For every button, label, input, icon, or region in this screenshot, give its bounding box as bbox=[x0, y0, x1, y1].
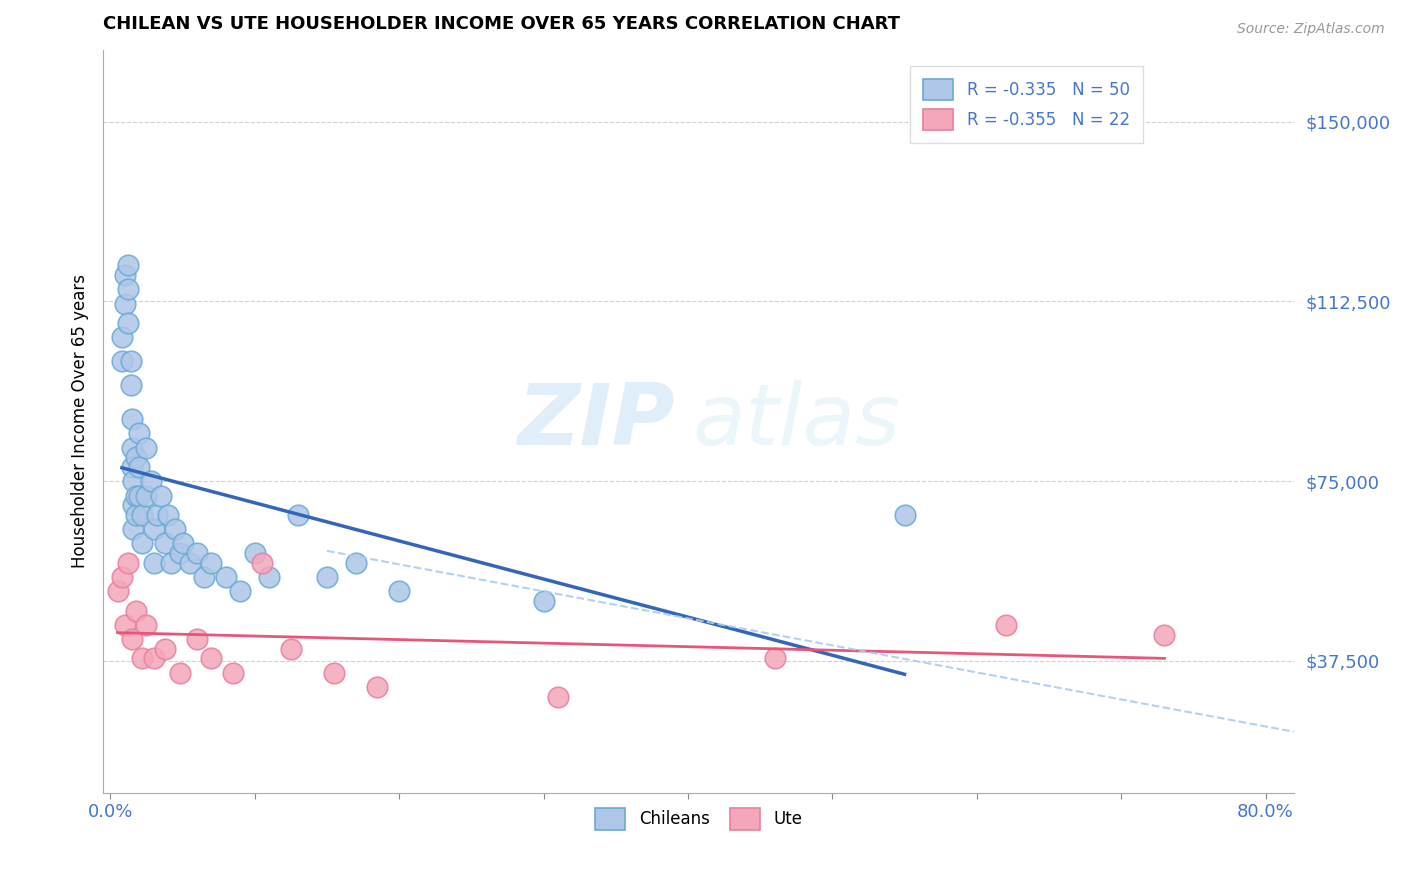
Point bbox=[114, 618, 136, 632]
Point bbox=[139, 474, 162, 488]
Point bbox=[155, 641, 177, 656]
Point bbox=[107, 584, 129, 599]
Legend: Chileans, Ute: Chileans, Ute bbox=[589, 802, 808, 837]
Point bbox=[323, 665, 346, 680]
Point bbox=[122, 498, 145, 512]
Point bbox=[121, 632, 143, 647]
Point bbox=[114, 268, 136, 282]
Point bbox=[172, 536, 194, 550]
Point bbox=[135, 441, 157, 455]
Point bbox=[128, 459, 150, 474]
Point bbox=[121, 441, 143, 455]
Point bbox=[128, 489, 150, 503]
Point bbox=[135, 618, 157, 632]
Point bbox=[366, 680, 388, 694]
Point bbox=[131, 536, 153, 550]
Point bbox=[243, 546, 266, 560]
Point bbox=[142, 522, 165, 536]
Point bbox=[128, 426, 150, 441]
Point bbox=[117, 282, 139, 296]
Y-axis label: Householder Income Over 65 years: Householder Income Over 65 years bbox=[72, 274, 89, 568]
Point bbox=[257, 570, 280, 584]
Point bbox=[122, 474, 145, 488]
Point bbox=[157, 508, 180, 522]
Text: ZIP: ZIP bbox=[517, 380, 675, 463]
Point bbox=[117, 556, 139, 570]
Point bbox=[994, 618, 1017, 632]
Point bbox=[111, 330, 134, 344]
Point bbox=[893, 508, 915, 522]
Point bbox=[131, 651, 153, 665]
Point bbox=[142, 651, 165, 665]
Point bbox=[316, 570, 339, 584]
Point bbox=[117, 259, 139, 273]
Point bbox=[1153, 627, 1175, 641]
Text: atlas: atlas bbox=[693, 380, 901, 463]
Text: Source: ZipAtlas.com: Source: ZipAtlas.com bbox=[1237, 22, 1385, 37]
Point bbox=[121, 412, 143, 426]
Point bbox=[280, 641, 302, 656]
Point bbox=[135, 489, 157, 503]
Point bbox=[250, 556, 273, 570]
Point bbox=[193, 570, 215, 584]
Point bbox=[160, 556, 183, 570]
Point bbox=[169, 665, 191, 680]
Point bbox=[120, 354, 142, 368]
Point bbox=[125, 508, 148, 522]
Point bbox=[125, 489, 148, 503]
Point bbox=[547, 690, 569, 704]
Point bbox=[186, 546, 208, 560]
Point bbox=[179, 556, 201, 570]
Point bbox=[125, 450, 148, 465]
Point bbox=[125, 603, 148, 617]
Point bbox=[533, 594, 555, 608]
Point bbox=[169, 546, 191, 560]
Point bbox=[200, 651, 222, 665]
Point bbox=[388, 584, 411, 599]
Point bbox=[131, 508, 153, 522]
Point bbox=[122, 522, 145, 536]
Point bbox=[111, 354, 134, 368]
Text: CHILEAN VS UTE HOUSEHOLDER INCOME OVER 65 YEARS CORRELATION CHART: CHILEAN VS UTE HOUSEHOLDER INCOME OVER 6… bbox=[103, 15, 900, 33]
Point bbox=[165, 522, 187, 536]
Point bbox=[121, 459, 143, 474]
Point bbox=[149, 489, 172, 503]
Point bbox=[215, 570, 238, 584]
Point bbox=[142, 556, 165, 570]
Point bbox=[120, 378, 142, 392]
Point bbox=[111, 570, 134, 584]
Point bbox=[287, 508, 309, 522]
Point bbox=[117, 316, 139, 330]
Point bbox=[344, 556, 367, 570]
Point bbox=[155, 536, 177, 550]
Point bbox=[114, 297, 136, 311]
Point bbox=[145, 508, 167, 522]
Point bbox=[186, 632, 208, 647]
Point bbox=[229, 584, 252, 599]
Point bbox=[222, 665, 245, 680]
Point bbox=[763, 651, 786, 665]
Point bbox=[200, 556, 222, 570]
